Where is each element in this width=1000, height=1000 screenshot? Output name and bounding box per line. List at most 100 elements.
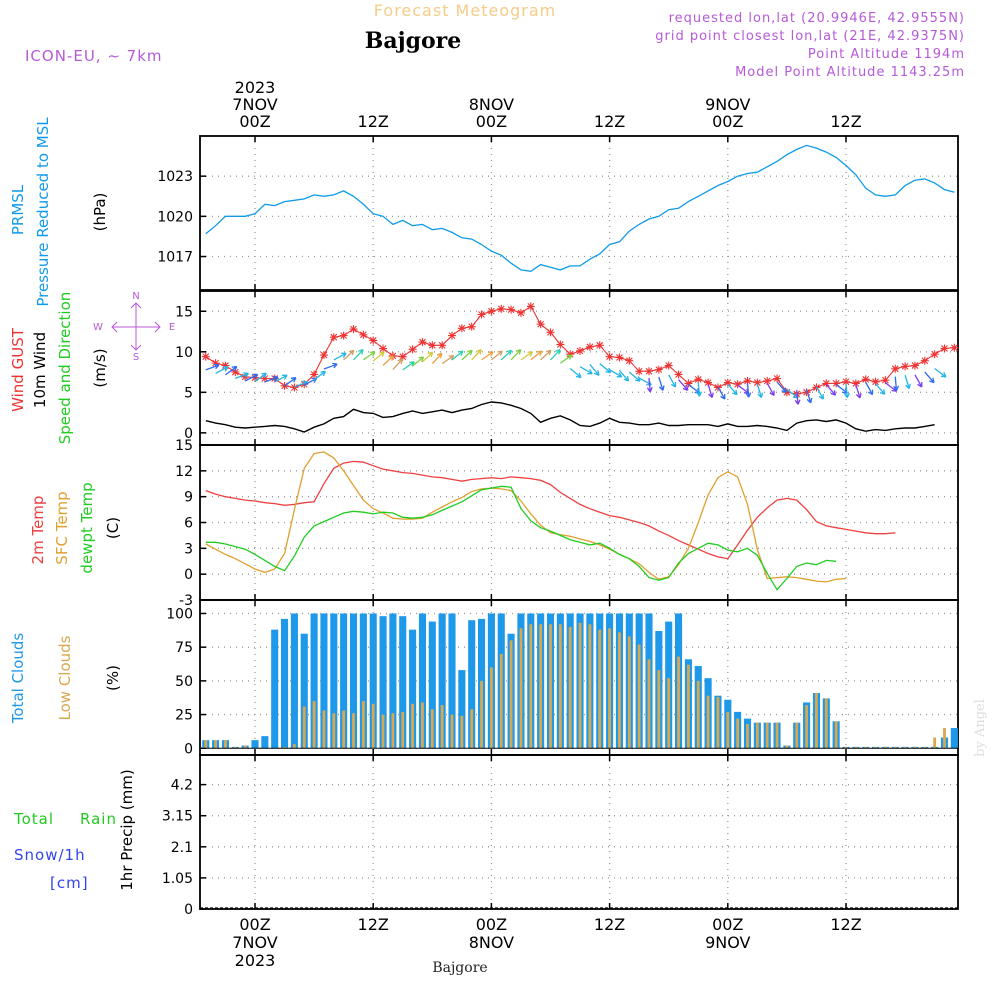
- total-cloud-bar: [281, 618, 289, 749]
- wind-arrow: [569, 368, 582, 379]
- wind-arrowhead: [341, 352, 347, 358]
- wind10-label: 10m Wind: [31, 332, 49, 408]
- pressure-unit: (hPa): [91, 193, 109, 232]
- gust-marker: [300, 380, 309, 389]
- gust-marker: [310, 370, 319, 379]
- gust-marker: [526, 302, 535, 311]
- rain-label: Rain: [80, 810, 117, 828]
- time-label-top: 9NOV: [705, 95, 750, 114]
- wind-arrow: [294, 381, 308, 388]
- total-cloud-bar: [261, 736, 269, 749]
- time-label-top: 7NOV: [232, 95, 277, 114]
- time-label-top: 12Z: [358, 112, 389, 131]
- wind-arrow: [894, 376, 898, 391]
- gust-marker: [507, 305, 516, 314]
- time-label-top: 8NOV: [469, 95, 514, 114]
- y-tick-label: 4.2: [171, 778, 193, 794]
- y-tick-label: 1023: [157, 169, 193, 185]
- gust-marker: [585, 342, 594, 351]
- y-tick-label: 0: [184, 426, 193, 442]
- wind-arrow: [658, 376, 664, 391]
- wind-arrowhead: [732, 389, 738, 396]
- t2m-label: 2m Temp: [29, 496, 47, 565]
- wind-arrow: [618, 369, 629, 382]
- wind-arrowhead: [806, 397, 813, 404]
- wind-arrow: [924, 371, 935, 384]
- wind-arrowhead: [222, 366, 229, 372]
- wind-arrow: [648, 377, 651, 392]
- wind-arrow: [372, 351, 385, 362]
- low-cloud-bar: [647, 659, 651, 749]
- low-cloud-bar: [815, 693, 818, 749]
- wind-arrow: [914, 374, 923, 388]
- gust-marker: [379, 344, 388, 353]
- gust-marker: [930, 350, 939, 359]
- wind-arrow: [382, 355, 394, 366]
- low-clouds-label: Low Clouds: [56, 635, 74, 720]
- wind-arrow: [865, 382, 874, 395]
- wind-arrowhead: [555, 349, 561, 355]
- wind-arrowhead: [320, 370, 327, 377]
- low-cloud-bar: [864, 746, 868, 749]
- wind-arrowhead: [487, 351, 494, 357]
- y-tick-label: 100: [166, 606, 193, 622]
- dewpt-line: [205, 485, 837, 591]
- gust-label: Wind GUST: [9, 327, 27, 412]
- low-cloud-bar: [470, 709, 474, 749]
- wind-arrowhead: [670, 381, 677, 388]
- gust-marker: [802, 388, 811, 397]
- gust-marker: [201, 352, 210, 361]
- gust-marker: [664, 361, 673, 370]
- gust-marker: [546, 328, 555, 337]
- wind-arrowhead: [587, 369, 593, 375]
- gust-marker: [556, 340, 565, 349]
- total-cloud-bar: [310, 613, 318, 749]
- wind-arrow: [885, 382, 897, 392]
- gust-marker: [674, 370, 683, 379]
- wind-arrow: [678, 379, 689, 391]
- low-cloud-bar: [775, 722, 779, 749]
- low-cloud-bar: [283, 746, 286, 749]
- wind-arrowhead: [623, 375, 630, 382]
- gust-marker: [842, 377, 850, 386]
- gust-marker: [645, 367, 653, 376]
- gust-marker: [418, 338, 427, 347]
- gust-marker: [448, 331, 456, 340]
- time-label-bottom: 7NOV: [232, 933, 277, 952]
- wind-arrowhead: [261, 372, 267, 378]
- compass-arrowheads: [111, 302, 161, 351]
- low-cloud-bar: [608, 628, 612, 749]
- wind-arrow: [776, 381, 787, 393]
- model-name: ICON-EU, ~ 7km: [25, 47, 163, 65]
- wind-arrowhead: [745, 392, 752, 398]
- wind-arrowhead: [616, 372, 623, 378]
- gust-marker: [477, 310, 486, 319]
- gust-marker: [753, 378, 762, 387]
- y-tick-label: 9: [184, 490, 193, 506]
- wind-arrowhead: [252, 373, 259, 379]
- gust-marker: [457, 324, 466, 333]
- wind-arrowhead: [769, 390, 775, 397]
- wind-arrow: [589, 364, 600, 376]
- low-cloud-bar: [381, 714, 385, 749]
- low-cloud-bar: [529, 624, 533, 749]
- sfc-temp-label: SFC Temp: [53, 491, 71, 564]
- wind-arrow: [323, 363, 338, 370]
- wind-arrowhead: [497, 350, 503, 356]
- total-cloud-bar: [251, 740, 259, 749]
- low-cloud-bar: [765, 722, 769, 749]
- wind-arrowhead: [290, 377, 297, 383]
- wind-arrowhead: [929, 377, 935, 384]
- time-label-top: 2023: [235, 78, 276, 97]
- wind-arrow: [333, 352, 347, 361]
- low-cloud-bar: [214, 740, 218, 749]
- y-tick-label: 25: [175, 708, 193, 724]
- low-cloud-bar: [588, 624, 592, 749]
- wind-arrow: [205, 364, 220, 371]
- wind-arrowhead: [527, 351, 533, 357]
- wind-arrow: [471, 349, 482, 361]
- gust-marker: [467, 322, 476, 331]
- wind-arrow: [431, 352, 443, 365]
